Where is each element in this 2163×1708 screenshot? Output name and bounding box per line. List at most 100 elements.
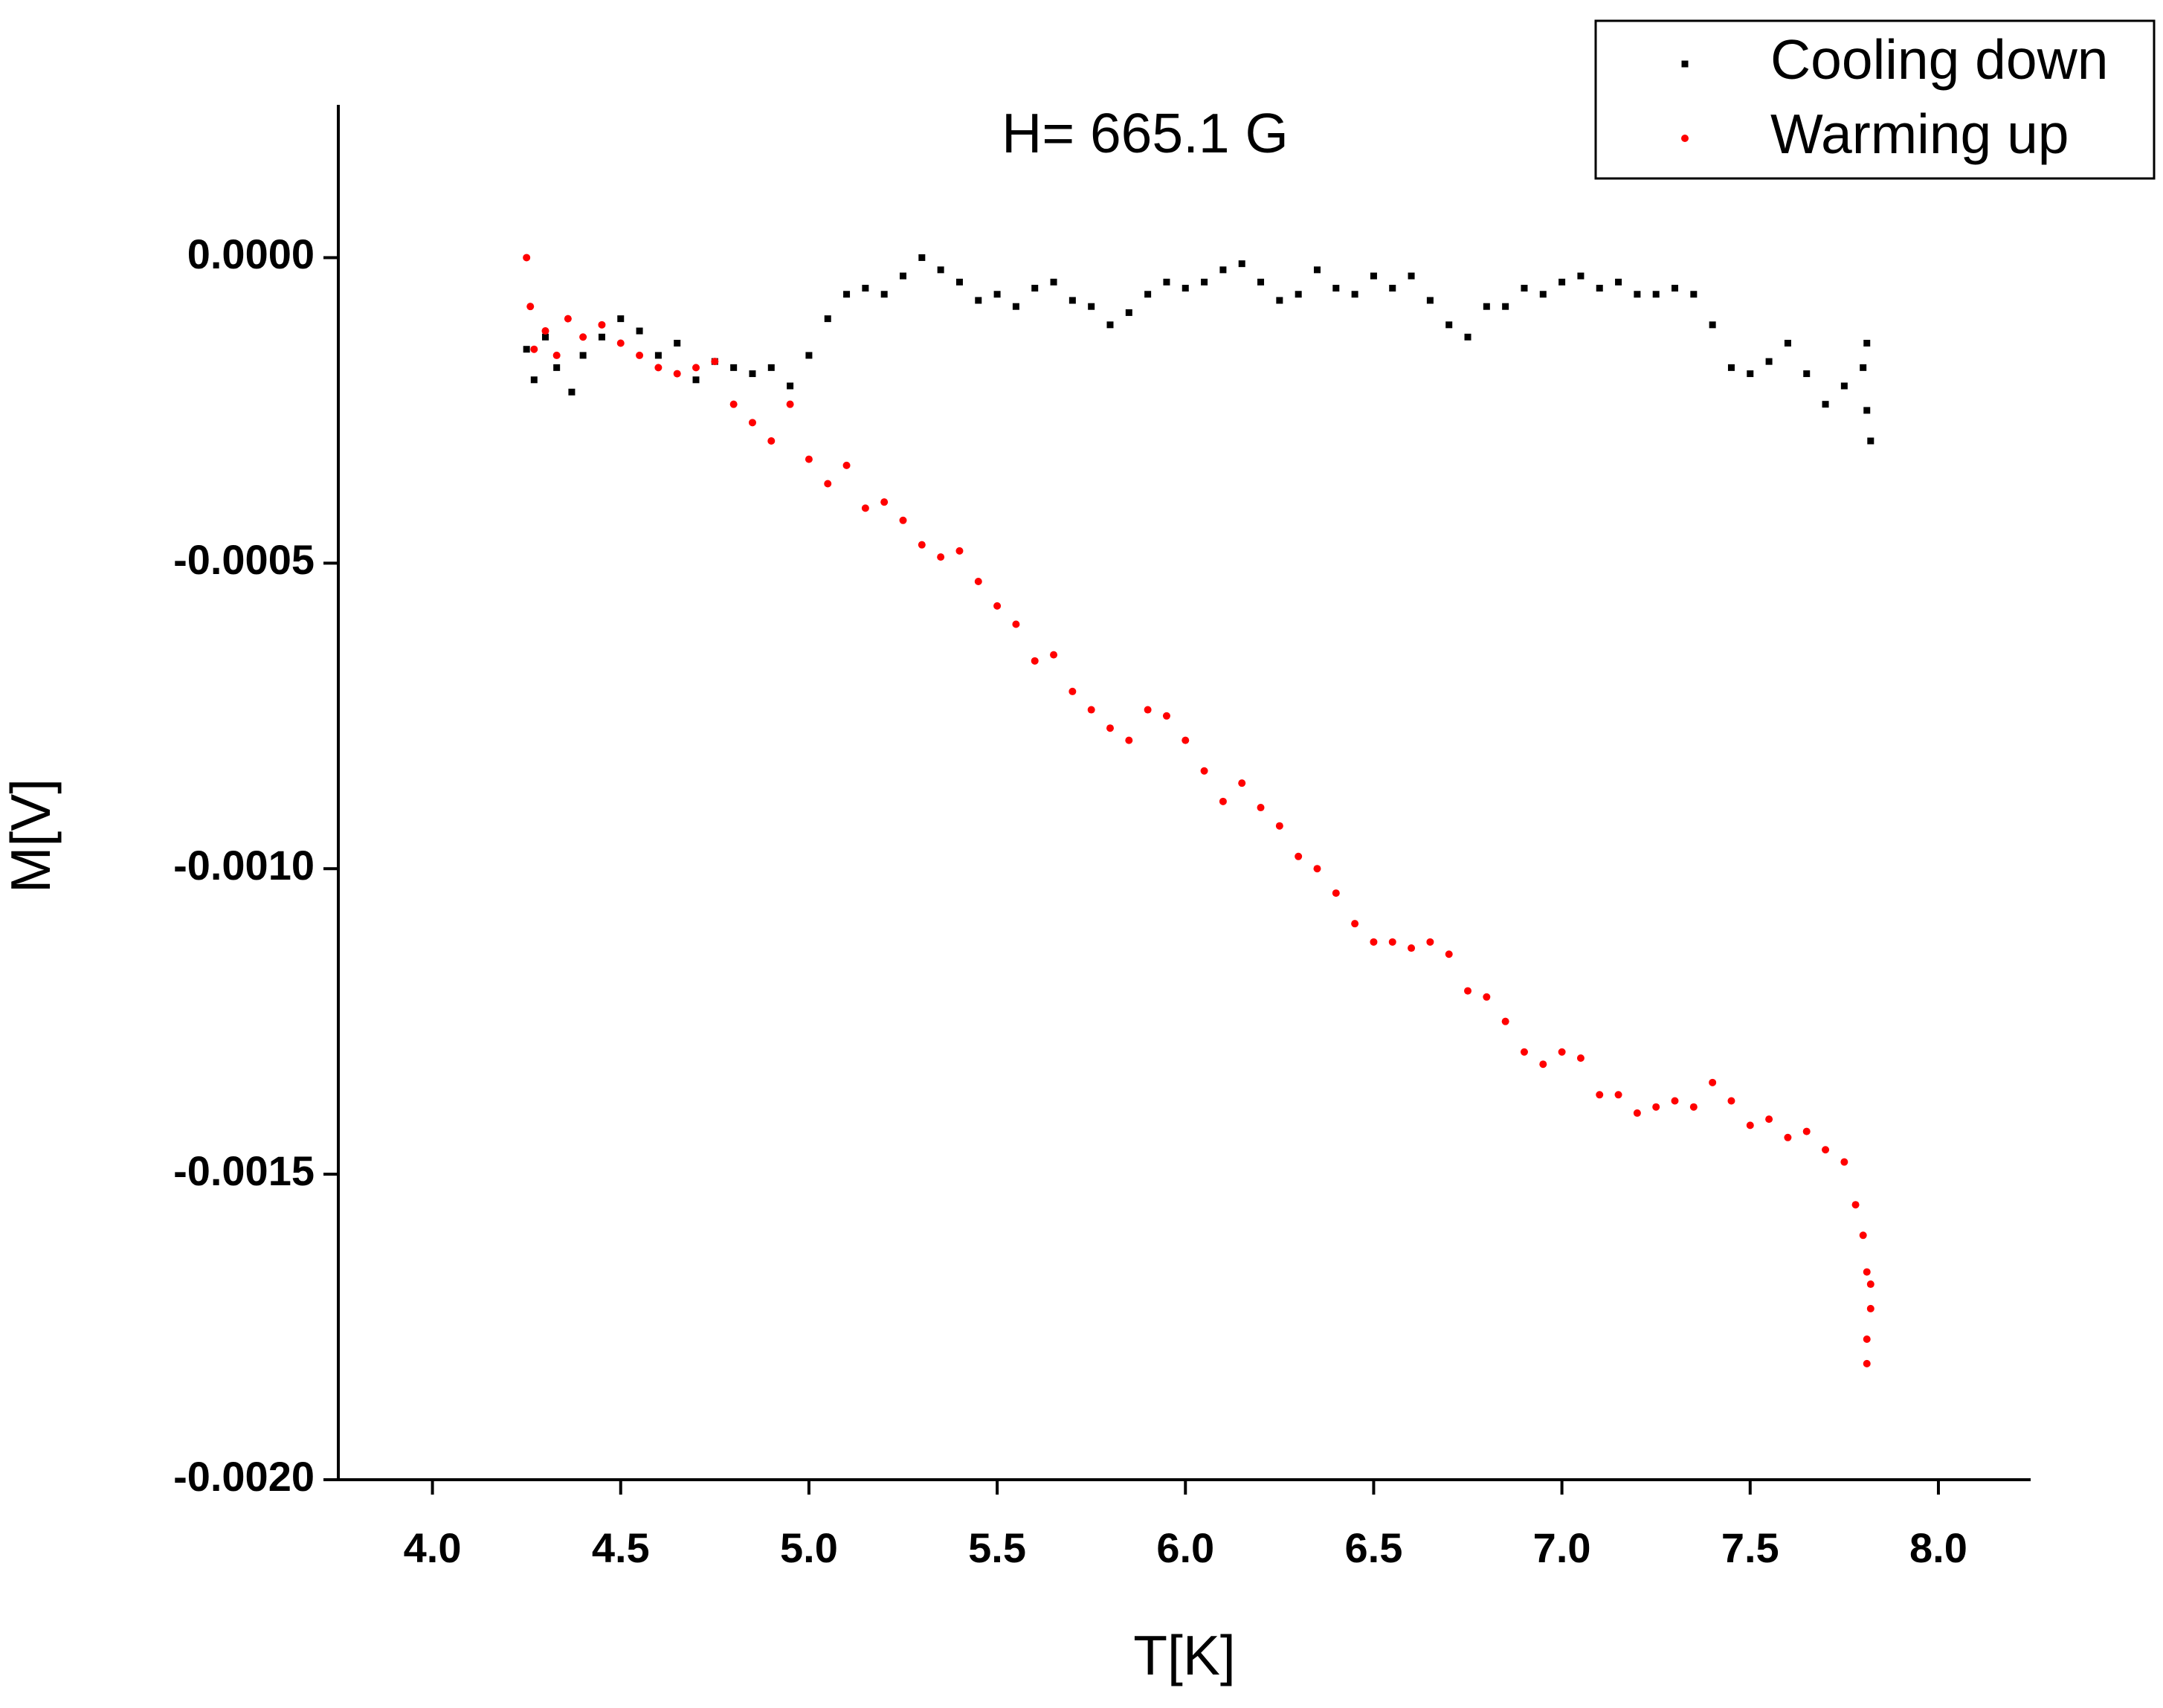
point [880, 291, 888, 298]
point [636, 351, 644, 359]
point [1689, 1103, 1698, 1111]
point [1802, 1127, 1811, 1135]
point [1088, 303, 1095, 310]
x-tick-label: 6.0 [1156, 1524, 1214, 1571]
point [1445, 321, 1453, 329]
point [1863, 1335, 1871, 1343]
point [1219, 266, 1227, 274]
point [1822, 1146, 1830, 1154]
point [1068, 297, 1076, 304]
y-tick-label: 0.0000 [187, 231, 315, 277]
point [918, 254, 926, 261]
point [1558, 1048, 1566, 1056]
point [711, 358, 719, 366]
point [1501, 1017, 1509, 1025]
x-tick-label: 4.0 [404, 1524, 462, 1571]
y-tick-label: -0.0020 [173, 1453, 315, 1500]
point [1803, 370, 1811, 378]
point [1295, 291, 1302, 298]
x-tick-label: 4.5 [592, 1524, 650, 1571]
point [1866, 1280, 1875, 1289]
point [1144, 291, 1152, 298]
point [1012, 620, 1020, 628]
point [692, 364, 700, 372]
point [1863, 339, 1871, 347]
legend-box [1594, 19, 2156, 180]
point [900, 272, 907, 280]
point [1614, 1091, 1622, 1099]
point [568, 388, 576, 396]
point [787, 382, 794, 390]
point [880, 498, 889, 506]
point [1863, 407, 1871, 414]
point [767, 436, 776, 445]
point [1332, 285, 1340, 292]
point [975, 297, 982, 304]
point [1822, 401, 1829, 408]
point [541, 333, 549, 341]
point [1596, 1091, 1604, 1099]
y-tick-label: -0.0010 [173, 842, 315, 889]
point [1577, 272, 1585, 280]
point [598, 320, 606, 329]
point [1106, 724, 1114, 732]
point [1539, 1060, 1547, 1069]
point [1370, 938, 1378, 946]
point [1652, 291, 1660, 298]
point [1671, 1097, 1679, 1105]
point [1840, 382, 1848, 390]
point [824, 315, 831, 323]
point [1257, 804, 1265, 812]
point [1634, 291, 1641, 298]
point [1851, 1201, 1860, 1209]
point [843, 291, 851, 298]
point [1784, 339, 1791, 347]
point [1219, 797, 1227, 805]
point [1351, 291, 1358, 298]
point [1672, 285, 1679, 292]
point [974, 577, 982, 585]
point [937, 266, 944, 274]
point [805, 455, 813, 463]
point [654, 352, 662, 359]
point [1521, 285, 1528, 292]
point [1840, 1158, 1848, 1166]
point [1012, 303, 1019, 310]
point [1050, 651, 1058, 659]
point [993, 291, 1001, 298]
point [1709, 1078, 1717, 1086]
point [862, 285, 869, 292]
x-axis-label: T[K] [1133, 1624, 1236, 1686]
point [673, 370, 681, 378]
point [530, 376, 538, 384]
point [899, 516, 907, 524]
legend-label: Warming up [1770, 103, 2069, 165]
point [786, 400, 794, 408]
point [1863, 1268, 1871, 1276]
point [579, 352, 587, 359]
point [553, 364, 561, 371]
point [767, 364, 775, 371]
point [523, 254, 531, 262]
point [1859, 1231, 1867, 1240]
point [1867, 437, 1875, 445]
point [1615, 278, 1622, 286]
point [636, 327, 643, 335]
point [1747, 370, 1754, 378]
point [1408, 944, 1416, 953]
point [1652, 1103, 1660, 1111]
point [1690, 291, 1698, 298]
point [579, 333, 587, 341]
legend-label: Cooling down [1770, 28, 2108, 91]
point [1860, 364, 1867, 371]
point [1163, 278, 1170, 286]
point [1866, 1304, 1875, 1312]
y-tick-label: -0.0005 [173, 536, 315, 583]
point [861, 504, 869, 512]
point [1765, 358, 1773, 365]
x-tick-label: 7.5 [1721, 1524, 1779, 1571]
point [1483, 303, 1490, 310]
point [1351, 920, 1359, 928]
point [1863, 1359, 1871, 1367]
